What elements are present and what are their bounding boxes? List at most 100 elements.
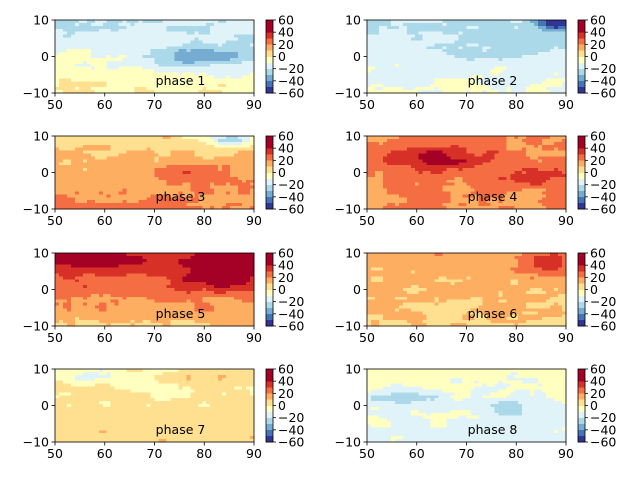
contour-cell	[130, 49, 135, 53]
contour-cell	[426, 57, 431, 62]
contour-cell	[410, 66, 416, 70]
contour-cell	[490, 136, 495, 140]
contour-cell	[562, 57, 567, 62]
contour-cell	[506, 144, 511, 148]
contour-cell	[550, 66, 555, 70]
contour-cell	[158, 25, 163, 30]
contour-cell	[426, 168, 431, 172]
contour-cell	[486, 20, 491, 24]
contour-cell	[170, 40, 175, 44]
contour-cell	[498, 84, 503, 88]
contour-cell	[62, 66, 68, 70]
contour-cell	[454, 168, 459, 172]
contour-cell	[410, 162, 416, 166]
contour-cell	[418, 171, 424, 175]
contour-cell	[558, 147, 563, 151]
contour-cell	[198, 168, 203, 172]
contour-cell	[94, 165, 100, 169]
contour-cell	[506, 69, 511, 73]
contour-cell	[406, 87, 412, 91]
contour-cell	[178, 20, 183, 24]
contour-cell	[490, 49, 495, 53]
contour-cell	[367, 191, 372, 195]
contour-cell	[94, 141, 100, 146]
contour-cell	[94, 49, 100, 53]
contour-cell	[70, 46, 76, 50]
contour-cell	[86, 182, 92, 186]
contour-cell	[194, 153, 199, 157]
contour-cell	[142, 162, 147, 166]
contour-cell	[238, 63, 243, 68]
contour-cell	[242, 197, 247, 201]
contour-cell	[506, 31, 511, 35]
contour-cell	[370, 34, 376, 38]
contour-cell	[198, 162, 203, 166]
contour-cell	[510, 144, 515, 148]
contour-cell	[98, 52, 104, 56]
contour-cell	[106, 55, 112, 59]
contour-cell	[102, 22, 108, 27]
contour-cell	[490, 141, 495, 146]
contour-cell	[186, 162, 191, 166]
contour-cell	[102, 37, 108, 41]
contour-cell	[502, 25, 507, 30]
contour-cell	[474, 185, 479, 189]
contour-cell	[138, 194, 143, 198]
contour-cell	[474, 179, 479, 184]
contour-cell	[106, 185, 112, 189]
contour-cell	[486, 194, 491, 198]
contour-cell	[82, 66, 88, 70]
contour-cell	[426, 49, 431, 53]
contour-cell	[134, 81, 139, 85]
contour-cell	[454, 75, 459, 79]
contour-cell	[486, 63, 491, 68]
contour-cell	[562, 147, 567, 151]
contour-cell	[238, 75, 243, 79]
contour-cell	[246, 206, 251, 210]
contour-cell	[162, 69, 167, 73]
contour-cell	[490, 20, 495, 24]
contour-cell	[210, 72, 215, 76]
contour-cell	[186, 171, 191, 175]
contour-cell	[198, 84, 203, 88]
contour-cell	[214, 60, 219, 65]
contour-cell	[462, 136, 467, 140]
contour-cell	[70, 37, 76, 41]
contour-cell	[462, 57, 467, 62]
contour-cell	[370, 173, 376, 178]
contour-cell	[94, 78, 100, 82]
contour-cell	[426, 162, 431, 166]
contour-cell	[122, 52, 127, 56]
contour-cell	[186, 72, 191, 76]
contour-cell	[514, 176, 519, 181]
contour-cell	[466, 25, 471, 30]
contour-cell	[414, 22, 420, 27]
contour-cell	[402, 43, 408, 47]
contour-cell	[554, 57, 559, 62]
contour-cell	[58, 60, 64, 65]
contour-cell	[454, 37, 459, 41]
contour-cell	[106, 22, 112, 27]
contour-cell	[238, 191, 243, 195]
contour-cell	[98, 173, 104, 178]
contour-cell	[474, 43, 479, 47]
contour-cell	[554, 34, 559, 38]
contour-cell	[202, 147, 207, 151]
contour-cell	[558, 25, 563, 30]
contour-cell	[74, 81, 80, 85]
contour-cell	[430, 57, 435, 62]
contour-cell	[226, 156, 231, 160]
contour-cell	[250, 185, 255, 189]
contour-cell	[150, 40, 155, 44]
contour-cell	[210, 144, 215, 148]
contour-cell	[70, 60, 76, 65]
contour-cell	[378, 31, 384, 35]
contour-cell	[210, 182, 215, 186]
contour-cell	[74, 197, 80, 201]
contour-cell	[558, 34, 563, 38]
contour-cell	[190, 203, 195, 207]
contour-cell	[138, 191, 143, 195]
contour-cell	[238, 52, 243, 56]
contour-cell	[86, 49, 92, 53]
contour-cell	[74, 162, 80, 166]
